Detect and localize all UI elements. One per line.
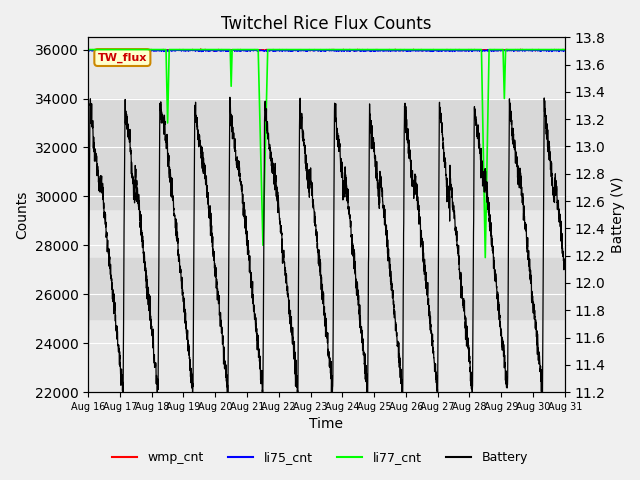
Y-axis label: Counts: Counts — [15, 191, 29, 239]
Bar — [88, 98, 564, 209]
Y-axis label: Battery (V): Battery (V) — [611, 177, 625, 253]
X-axis label: Time: Time — [309, 418, 344, 432]
Title: Twitchel Rice Flux Counts: Twitchel Rice Flux Counts — [221, 15, 432, 33]
Bar — [88, 258, 564, 319]
Text: TW_flux: TW_flux — [98, 52, 147, 63]
Legend: wmp_cnt, li75_cnt, li77_cnt, Battery: wmp_cnt, li75_cnt, li77_cnt, Battery — [107, 446, 533, 469]
